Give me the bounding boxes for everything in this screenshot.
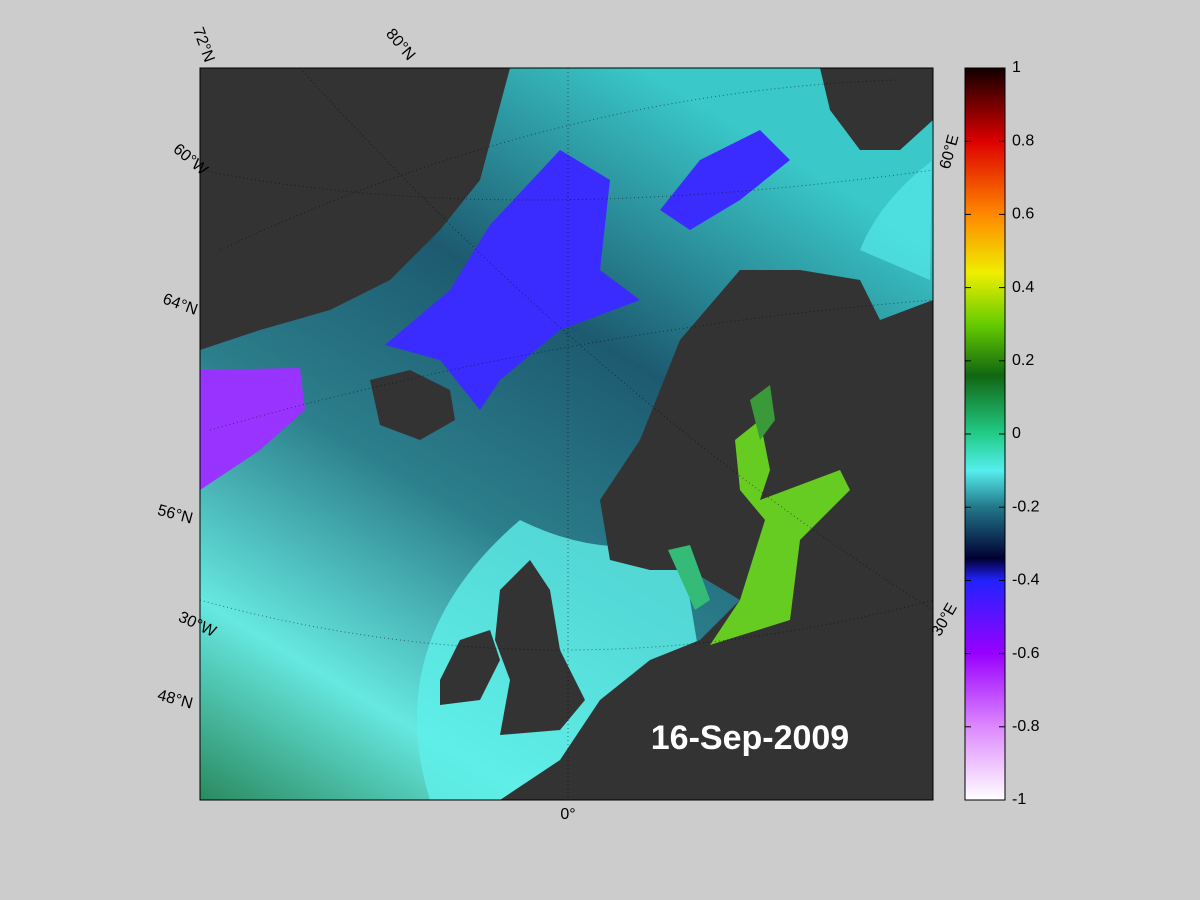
ocean-shelf [830, 68, 933, 280]
land [440, 630, 500, 705]
anomaly-patch [385, 150, 640, 410]
colorbar-tick-label: 0 [1012, 425, 1021, 442]
graticule-label: 56°N [156, 502, 195, 528]
graticule-label: 80°N [382, 26, 418, 64]
colorbar-tick-label: -0.6 [1012, 645, 1040, 662]
baltic [750, 385, 775, 440]
land [495, 560, 585, 735]
colorbar-tick-label: 0.2 [1012, 352, 1034, 369]
date-label: 16-Sep-2009 [651, 719, 849, 757]
colorbar-tick-label: 0.8 [1012, 132, 1034, 149]
graticule-label: 64°N [160, 291, 199, 319]
colorbar-tick-label: 1 [1012, 59, 1021, 76]
map-frame [199, 67, 934, 801]
graticule-label: 48°N [156, 687, 195, 713]
land [500, 270, 933, 800]
land [820, 68, 933, 150]
map [200, 68, 933, 800]
colorbar-tick-label: 0.6 [1012, 206, 1034, 223]
graticule-label: 60°E [937, 133, 962, 171]
colorbar-tick-label: -0.2 [1012, 498, 1040, 515]
kattegat [668, 545, 710, 610]
graticule-label: 30°E [929, 601, 961, 640]
baltic [710, 420, 850, 645]
anomaly-patch [660, 130, 790, 230]
land [370, 370, 455, 440]
colorbar-tick-label: -1 [1012, 791, 1026, 808]
land [200, 68, 510, 350]
graticule-label: 72°N [189, 25, 217, 64]
graticule-label: 0° [560, 806, 575, 823]
colorbar-tick-label: -0.4 [1012, 572, 1040, 589]
colorbar-tick-label: 0.4 [1012, 279, 1034, 296]
colorbar-tick-label: -0.8 [1012, 718, 1040, 735]
anomaly-patch [200, 368, 305, 490]
